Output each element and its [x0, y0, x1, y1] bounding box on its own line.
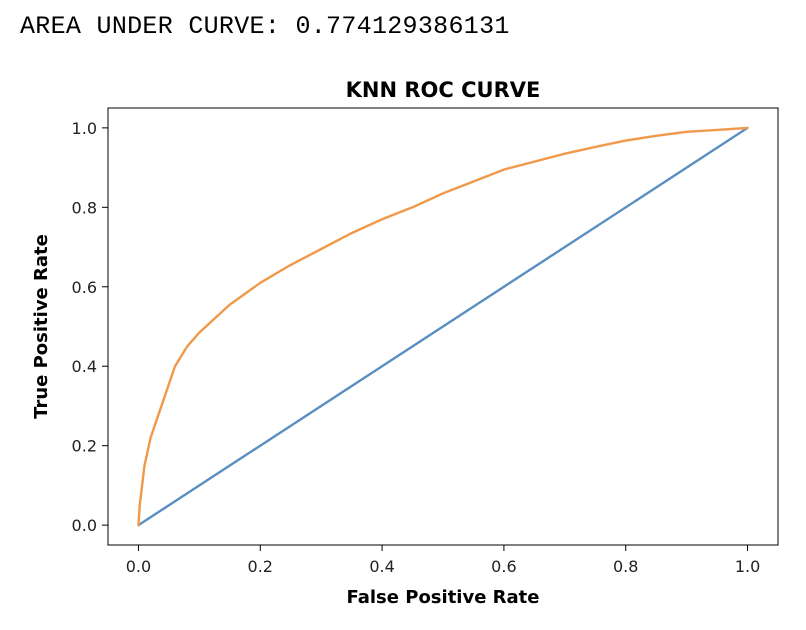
roc-curve-line [137, 126, 749, 527]
chart-title: KNN ROC CURVE [346, 78, 541, 102]
y-tick-label: 0.2 [72, 437, 97, 456]
plot-frame [107, 107, 779, 546]
series-group [137, 126, 749, 527]
y-axis-label: True Positive Rate [31, 234, 52, 419]
x-axis-label: False Positive Rate [347, 587, 540, 608]
y-tick-label: 1.0 [72, 119, 97, 138]
x-tick-label: 0.8 [613, 557, 638, 576]
x-tick-label: 0.6 [491, 557, 516, 576]
y-tick-label: 0.4 [72, 357, 97, 376]
x-tick-label: 1.0 [735, 557, 760, 576]
auc-output-text: AREA UNDER CURVE: 0.774129386131 [20, 12, 510, 41]
y-tick-label: 0.6 [72, 278, 97, 297]
y-tick-label: 0.0 [72, 516, 97, 535]
axis-ticks: 0.0 0.2 0.4 0.6 0.8 1.0 0.0 0.2 0.4 0.6 0.8 1.0 [72, 119, 761, 576]
x-tick-label: 0.2 [248, 557, 273, 576]
x-tick-label: 0.4 [369, 557, 394, 576]
x-tick-label: 0.0 [126, 557, 151, 576]
y-tick-label: 0.8 [72, 198, 97, 217]
diagonal-reference-line [137, 126, 749, 527]
